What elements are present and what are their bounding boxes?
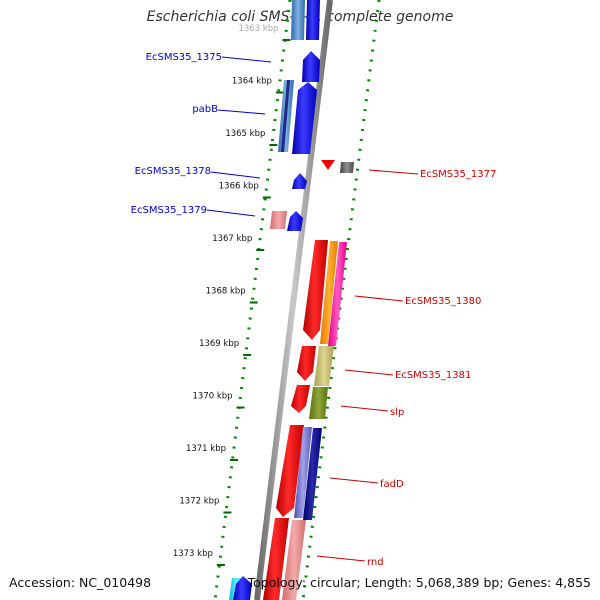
accession-text: Accession: NC_010498: [9, 575, 152, 590]
gene-feature: [270, 211, 287, 229]
gene-feature: [320, 241, 338, 344]
label-connector: [221, 56, 272, 63]
gene-arrow-ecsms35-1380: [303, 240, 328, 340]
gene-arrow-ecsms35-1379: [287, 211, 303, 231]
gene-arrow-rnd: [263, 518, 289, 600]
gene-feature: [282, 520, 306, 600]
gene-feature: [314, 346, 334, 386]
gene-arrow-ecsms35-1375: [302, 51, 320, 82]
outer-dotted-boundary: [301, 0, 381, 600]
kbp-label: 1373 kbp: [173, 549, 213, 559]
kbp-label: 1367 kbp: [212, 234, 252, 244]
gene-arrow: [233, 576, 252, 600]
gene-feature: [281, 80, 290, 152]
label-connector: [316, 555, 366, 562]
gene-label-ecsms35-1375[interactable]: EcSMS35_1375: [146, 52, 222, 63]
gene-label-ecsms35-1380[interactable]: EcSMS35_1380: [405, 296, 481, 307]
gene-feature: [291, 0, 305, 40]
kbp-tick-marks: 1363 kbp 1364 kbp 1365 kbp 1366 kbp 1367 kbp…: [173, 24, 291, 566]
gene-label-ecsms35-1378[interactable]: EcSMS35_1378: [135, 166, 211, 177]
dotted-boundaries: [213, 0, 381, 600]
gene-label-rnd[interactable]: rnd: [367, 557, 384, 568]
gene-label-ecsms35-1377[interactable]: EcSMS35_1377: [420, 169, 496, 180]
kbp-label: 1371 kbp: [186, 444, 226, 454]
gene-arrow-ecsms35-1378: [292, 173, 307, 189]
gene-feature: [328, 242, 347, 346]
gene-feature: [306, 0, 320, 40]
forward-strand-genes: [229, 0, 320, 600]
kbp-label: 1365 kbp: [225, 129, 265, 139]
genome-stats-text: Topology: circular; Length: 5,068,389 bp…: [247, 575, 591, 590]
label-connector: [206, 209, 256, 217]
label-connector: [340, 405, 389, 412]
gene-feature: [294, 427, 312, 518]
gene-arrow-slp: [291, 385, 310, 413]
gene-label-ecsms35-1381[interactable]: EcSMS35_1381: [395, 370, 471, 381]
gene-label-fadd[interactable]: fadD: [380, 479, 404, 490]
genome-backbone: [254, 0, 333, 600]
gene-arrow-ecsms35-1381: [297, 346, 316, 381]
kbp-label: 1368 kbp: [206, 287, 246, 297]
gene-label-pabb[interactable]: pabB: [192, 104, 218, 115]
gene-label-ecsms35-1379[interactable]: EcSMS35_1379: [131, 205, 207, 216]
gene-label-slp[interactable]: slp: [390, 407, 404, 418]
gene-arrow-ecsms35-1377: [321, 160, 335, 170]
inner-dotted-boundary: [213, 0, 292, 600]
label-connector: [329, 477, 379, 484]
kbp-label: 1370 kbp: [193, 392, 233, 402]
kbp-label: 1364 kbp: [232, 77, 272, 87]
kbp-label: 1366 kbp: [219, 182, 259, 192]
kbp-label: 1369 kbp: [199, 339, 239, 349]
gene-feature: [303, 428, 322, 520]
label-connector: [368, 169, 419, 175]
reverse-strand-genes: [263, 160, 354, 600]
label-connector: [210, 171, 261, 179]
kbp-label: 1372 kbp: [179, 497, 219, 507]
gene-feature: [309, 387, 328, 419]
label-connector: [217, 109, 266, 115]
gene-feature: [340, 162, 354, 173]
kbp-label: 1363 kbp: [238, 24, 278, 34]
label-connector: [354, 295, 404, 302]
label-connector: [344, 369, 394, 376]
gene-arrow-pabb: [292, 82, 317, 154]
gene-labels: EcSMS35_1375 pabB EcSMS35_1378 EcSMS35_1…: [131, 52, 497, 568]
gene-arrow-fadd: [276, 425, 304, 517]
